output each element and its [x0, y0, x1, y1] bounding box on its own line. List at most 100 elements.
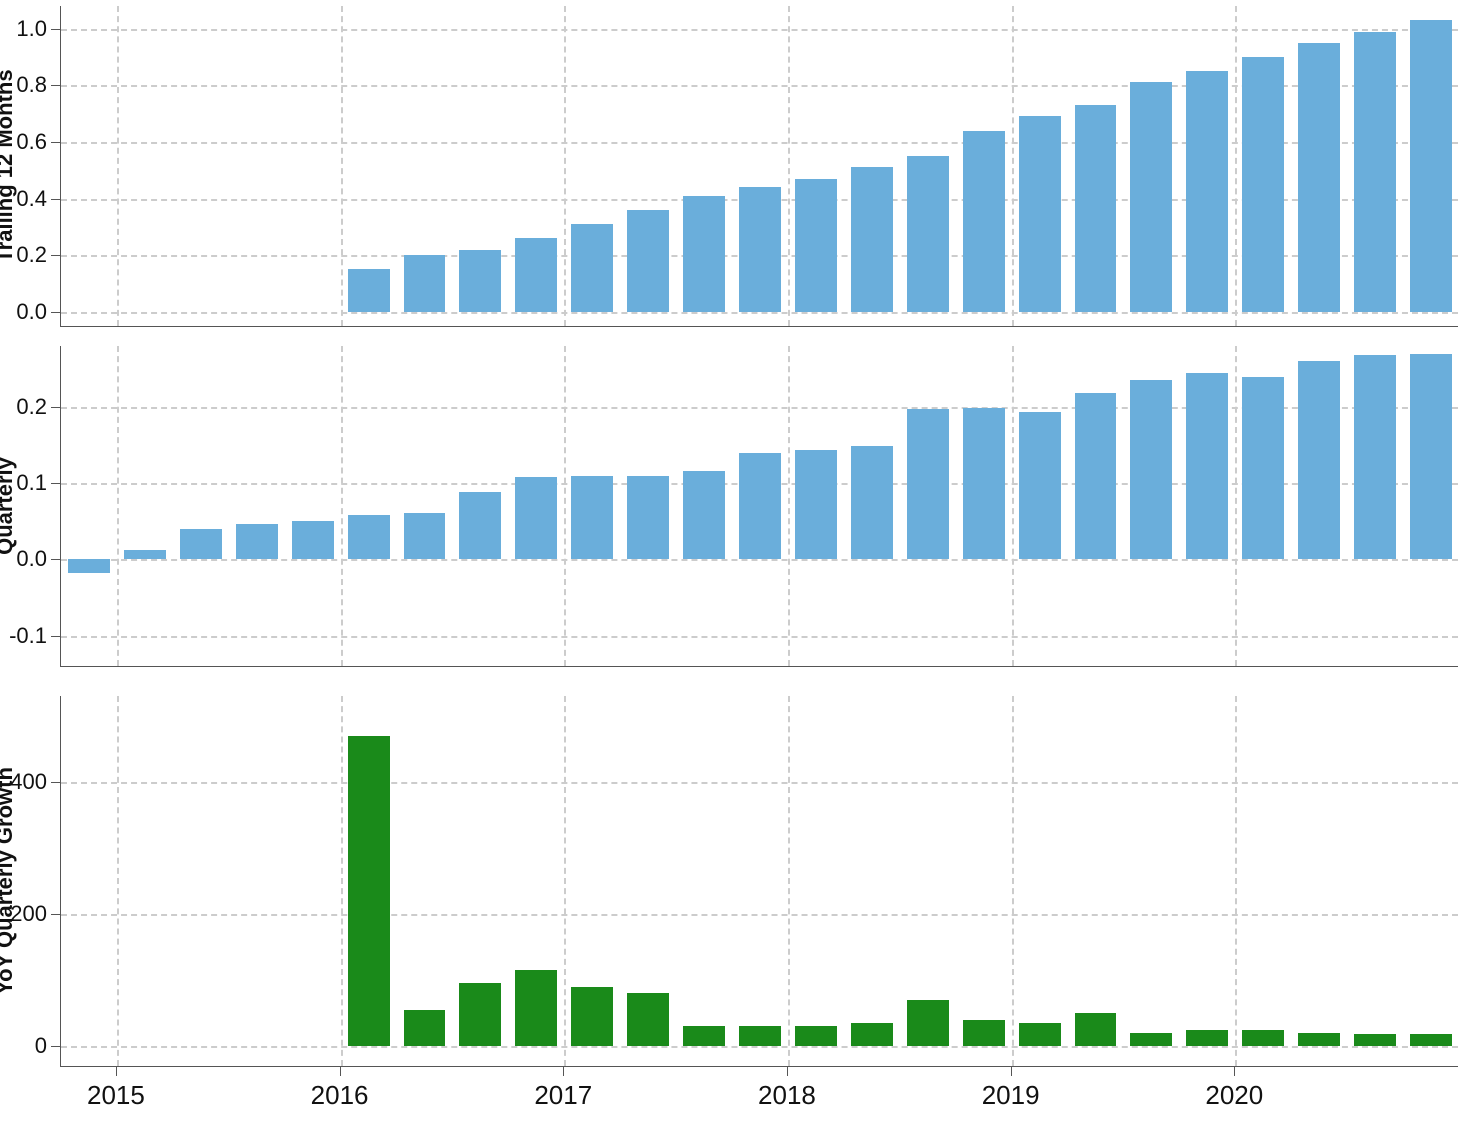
bar: [1242, 1030, 1284, 1047]
ytick: [51, 636, 61, 637]
hgrid: [61, 29, 1458, 31]
panel-yoy: 0200400YoY Quarterly Growth: [60, 696, 1458, 1067]
bar: [907, 409, 949, 560]
bar: [1130, 1033, 1172, 1046]
ytick: [51, 559, 61, 560]
xtick: [1011, 1066, 1012, 1076]
bar: [515, 477, 557, 559]
ytick: [51, 407, 61, 408]
ytick-label: 0.0: [16, 299, 47, 325]
bar: [907, 156, 949, 312]
vgrid-2019: [1012, 346, 1014, 666]
bar: [1019, 412, 1061, 560]
panel-ttm: 0.00.20.40.60.81.0Trailing 12 Months: [60, 6, 1458, 327]
bar: [1186, 71, 1228, 312]
vgrid-2019: [1012, 696, 1014, 1066]
bar: [404, 255, 446, 312]
bar: [1186, 373, 1228, 560]
xtick-label: 2017: [534, 1080, 592, 1111]
bar: [571, 476, 613, 559]
bar: [404, 513, 446, 559]
xtick: [1234, 1066, 1235, 1076]
bar: [459, 250, 501, 312]
vgrid-2017: [564, 6, 566, 326]
bar: [68, 559, 110, 573]
bar: [739, 453, 781, 560]
bar: [795, 179, 837, 312]
bar: [571, 224, 613, 312]
xtick: [116, 1066, 117, 1076]
bar: [1298, 43, 1340, 312]
ytick: [51, 312, 61, 313]
vgrid-2019: [1012, 6, 1014, 326]
bar: [348, 515, 390, 559]
bar: [963, 408, 1005, 560]
xaxis-strip: 201520162017201820192020: [60, 1066, 1458, 1116]
bar: [963, 131, 1005, 312]
bar: [851, 446, 893, 560]
bar: [1298, 1033, 1340, 1046]
hgrid: [61, 914, 1458, 916]
ytick-label: 0.2: [16, 242, 47, 268]
bar: [124, 550, 166, 559]
xtick: [563, 1066, 564, 1076]
hgrid: [61, 312, 1458, 314]
xtick-label: 2018: [758, 1080, 816, 1111]
vgrid-2017: [564, 346, 566, 666]
ytick: [51, 1046, 61, 1047]
bar: [1410, 20, 1452, 312]
bar: [963, 1020, 1005, 1046]
bar: [1354, 355, 1396, 559]
ytick-label: 0.8: [16, 72, 47, 98]
bar: [459, 983, 501, 1046]
xtick-label: 2016: [311, 1080, 369, 1111]
bar: [571, 987, 613, 1046]
bar: [1186, 1030, 1228, 1047]
vgrid-2015: [117, 346, 119, 666]
ytick-label: 0.0: [16, 546, 47, 572]
ytick-label: 0.1: [16, 470, 47, 496]
ylabel-quarterly: Quarterly: [0, 457, 18, 555]
xtick: [340, 1066, 341, 1076]
ytick-label: 0.2: [16, 394, 47, 420]
bar: [348, 736, 390, 1047]
vgrid-2020: [1235, 6, 1237, 326]
bar: [683, 196, 725, 312]
vgrid-2015: [117, 696, 119, 1066]
vgrid-2017: [564, 696, 566, 1066]
bar: [683, 471, 725, 559]
hgrid: [61, 636, 1458, 638]
chart-root: 0.00.20.40.60.81.0Trailing 12 Months-0.1…: [0, 0, 1468, 1136]
xtick-label: 2015: [87, 1080, 145, 1111]
hgrid: [61, 782, 1458, 784]
bar: [515, 238, 557, 312]
vgrid-2016: [341, 6, 343, 326]
hgrid: [61, 1046, 1458, 1048]
bar: [739, 1026, 781, 1046]
bar: [1242, 377, 1284, 560]
bar: [1075, 1013, 1117, 1046]
xtick-label: 2019: [982, 1080, 1040, 1111]
ytick: [51, 255, 61, 256]
bar: [1019, 116, 1061, 311]
ylabel-ttm: Trailing 12 Months: [0, 69, 18, 262]
bar: [627, 210, 669, 312]
vgrid-2016: [341, 346, 343, 666]
bar: [1298, 361, 1340, 559]
bar: [459, 492, 501, 559]
vgrid-2020: [1235, 346, 1237, 666]
bar: [739, 187, 781, 312]
bar: [1075, 393, 1117, 560]
ytick-label: -0.1: [9, 623, 47, 649]
panel-quarterly: -0.10.00.10.2Quarterly: [60, 346, 1458, 667]
bar: [795, 1026, 837, 1046]
bar: [851, 1023, 893, 1046]
ylabel-yoy: YoY Quarterly Growth: [0, 767, 18, 995]
hgrid: [61, 559, 1458, 561]
ytick: [51, 199, 61, 200]
bar: [907, 1000, 949, 1046]
bar: [1410, 354, 1452, 560]
bar: [1410, 1034, 1452, 1046]
ytick: [51, 782, 61, 783]
bar: [236, 524, 278, 560]
